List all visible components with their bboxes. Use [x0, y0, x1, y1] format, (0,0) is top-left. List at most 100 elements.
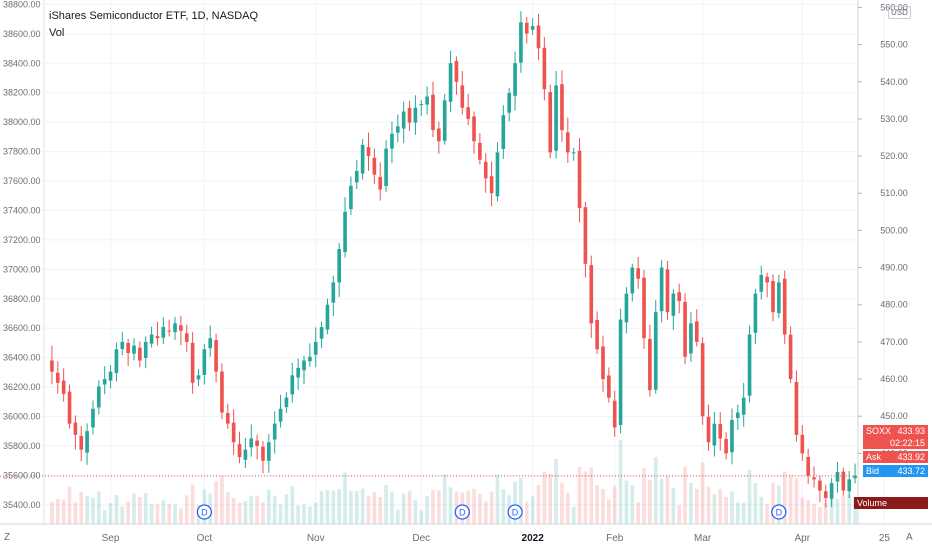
- candle-body: [736, 412, 740, 419]
- dividend-marker[interactable]: [196, 504, 213, 520]
- candle-body: [542, 47, 547, 90]
- candle-body: [143, 341, 148, 358]
- candle-body: [61, 380, 66, 394]
- volume-bar: [659, 478, 664, 524]
- volume-bar: [501, 489, 506, 524]
- dividend-marker[interactable]: [507, 504, 523, 520]
- volume-bar: [648, 479, 652, 524]
- volume-tag: Volume 848.241K: [854, 497, 928, 520]
- candle-body: [501, 115, 506, 149]
- candle-body: [349, 185, 353, 210]
- timezone-button[interactable]: Z: [4, 532, 11, 543]
- candle-body: [694, 321, 699, 342]
- candle-body: [354, 170, 359, 183]
- volume-bar: [378, 496, 383, 524]
- candle-body: [308, 356, 312, 362]
- candle-body: [771, 281, 775, 313]
- volume-bar: [624, 480, 629, 524]
- candle-body: [255, 440, 259, 446]
- volume-bar: [272, 495, 277, 524]
- volume-bar: [524, 501, 529, 524]
- x-axis-label: Dec: [412, 533, 430, 544]
- candle-body: [431, 94, 435, 131]
- x-axis-label: Sep: [102, 533, 120, 544]
- countdown-tag: 02:22:15: [863, 437, 928, 449]
- candle-body: [665, 269, 670, 313]
- volume-bar: [554, 458, 558, 524]
- candle-body: [167, 330, 171, 332]
- volume-bar: [126, 501, 130, 524]
- candle-body: [642, 277, 646, 339]
- chart-legend: iShares Semiconductor ETF, 1D, NASDAQ Vo…: [49, 8, 258, 42]
- candle-body: [530, 26, 535, 30]
- volume-bar: [718, 488, 723, 524]
- volume-bar: [267, 489, 271, 524]
- volume-indicator-label[interactable]: Vol: [49, 27, 65, 39]
- candle-body: [794, 381, 799, 435]
- volume-bar: [747, 470, 752, 524]
- candle-body: [460, 85, 465, 108]
- volume-bar: [442, 474, 447, 524]
- volume-bar: [50, 501, 54, 524]
- candle-body: [67, 391, 72, 424]
- volume-bar: [308, 506, 312, 524]
- volume-bar: [249, 495, 254, 524]
- auto-scale-button[interactable]: A: [906, 532, 913, 543]
- volume-bar: [683, 466, 687, 524]
- dividend-marker[interactable]: [771, 504, 787, 520]
- candle-body: [97, 386, 101, 408]
- volume-bar: [354, 491, 359, 524]
- volume-bar: [565, 492, 570, 524]
- candle-body: [149, 334, 154, 344]
- candle-body: [390, 133, 394, 149]
- volume-bar: [278, 504, 283, 524]
- candle-body: [284, 397, 289, 408]
- candle-body: [671, 293, 676, 316]
- left-axis-tick: 36200.00: [3, 382, 41, 392]
- candle-body: [138, 347, 142, 361]
- volume-bar: [79, 491, 84, 524]
- candle-body: [237, 444, 242, 458]
- candle-body: [747, 334, 752, 396]
- symbol-price-tag: SOXX 433.93: [863, 425, 928, 437]
- volume-bar: [61, 499, 66, 524]
- volume-bar: [425, 496, 429, 524]
- volume-bar: [390, 491, 394, 524]
- volume-bar: [595, 484, 599, 524]
- candle-body: [202, 349, 207, 375]
- volume-bar: [489, 491, 494, 524]
- volume-bar: [483, 501, 488, 524]
- right-axis-tick: 510.00: [880, 188, 908, 198]
- volume-bar: [560, 482, 564, 524]
- volume-bar: [689, 482, 693, 524]
- candle-body: [841, 471, 846, 491]
- volume-bar: [577, 466, 582, 524]
- candle-body: [648, 339, 652, 391]
- volume-bar: [823, 502, 828, 524]
- volume-bar: [179, 508, 183, 524]
- dividend-marker-label: D: [512, 508, 519, 518]
- volume-bar: [343, 472, 347, 524]
- left-axis-tick: 37600.00: [3, 176, 41, 186]
- volume-bar: [331, 490, 336, 524]
- candle-body: [448, 63, 453, 102]
- volume-value: 848.241K: [886, 510, 925, 520]
- right-axis-tick: 500.00: [880, 225, 908, 235]
- left-axis-tick: 37800.00: [3, 147, 41, 157]
- candle-body: [806, 456, 810, 476]
- volume-bar: [302, 504, 306, 524]
- volume-bar: [847, 494, 852, 524]
- volume-bar: [360, 488, 365, 524]
- candle-body: [91, 408, 95, 428]
- ask-value: 433.92: [897, 452, 925, 462]
- candle-body: [782, 278, 787, 335]
- candle-body: [847, 479, 852, 492]
- volume-bar: [67, 486, 72, 524]
- volume-bar: [261, 502, 265, 524]
- currency-label[interactable]: USD: [888, 6, 911, 19]
- dividend-marker[interactable]: [454, 504, 470, 520]
- volume-bar: [583, 471, 588, 524]
- left-axis-tick: 37000.00: [3, 264, 41, 274]
- x-axis-label: Feb: [606, 533, 624, 544]
